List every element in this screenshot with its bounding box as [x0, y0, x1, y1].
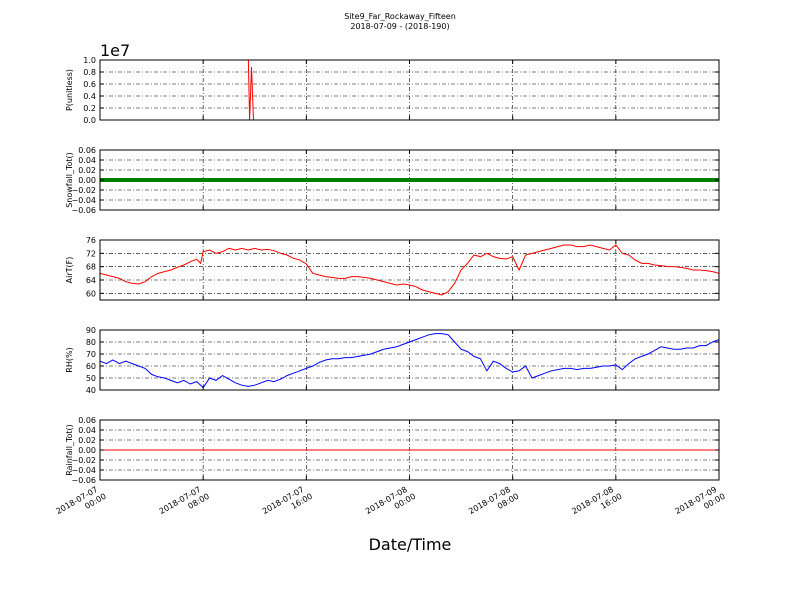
- panels: 0.00.20.40.60.81.0P(unitless)1e7−0.06−0.…: [54, 41, 726, 516]
- y-tick-label: 64: [86, 276, 96, 285]
- panel-3: 40 50 60 70 80 90 RH(%): [65, 326, 720, 395]
- y-tick-label: 70: [86, 350, 96, 359]
- chart-title-line2: 2018-07-09 - (2018-190): [350, 22, 449, 31]
- series-line-0: [100, 244, 719, 296]
- y-axis-label: P(unitless): [65, 69, 74, 111]
- y-tick-label: 40: [86, 386, 96, 395]
- panel-0: 0.0 0.2 0.4 0.6 0.8 1.0 P(unitless) 1e7: [65, 41, 720, 125]
- y-tick-label: −0.06: [71, 476, 96, 485]
- x-axis-label: Date/Time: [369, 535, 452, 554]
- y-tick-label: 72: [86, 249, 96, 258]
- y-tick-label: 0.0: [83, 116, 96, 125]
- y-tick-label: 80: [86, 338, 96, 347]
- y-tick-label: −0.04: [71, 196, 96, 205]
- y-axis-label: RH(%): [65, 347, 74, 372]
- panel-4: −0.06−0.04−0.020.000.020.040.06 Rainfall_…: [65, 416, 720, 485]
- y-tick-label: 0.02: [78, 166, 96, 175]
- panel-1: −0.06−0.04−0.020.000.020.040.06 Snowfall_…: [65, 146, 720, 215]
- y-tick-label: 0.8: [83, 68, 96, 77]
- series-line-0: [247, 60, 719, 120]
- y-tick-label: 68: [86, 263, 96, 272]
- y-tick-label: 0.04: [78, 156, 96, 165]
- y-tick-label: −0.04: [71, 466, 96, 475]
- y-tick-label: 0.00: [78, 446, 96, 455]
- y-axis-label: AirT(F): [65, 257, 74, 284]
- y-tick-label: 76: [86, 236, 96, 245]
- y-tick-label: 0.6: [83, 80, 96, 89]
- y-tick-label: 0.2: [83, 104, 96, 113]
- y-tick-label: 0.4: [83, 92, 96, 101]
- y-tick-label: 60: [86, 289, 96, 298]
- y-tick-label: 90: [86, 326, 96, 335]
- y-tick-label: 0.06: [78, 146, 96, 155]
- y-tick-label: 0.06: [78, 416, 96, 425]
- y-tick-label: 0.02: [78, 436, 96, 445]
- offset-text: 1e7: [100, 41, 130, 60]
- y-tick-label: −0.06: [71, 206, 96, 215]
- y-axis-label: Rainfall_Tot(): [65, 424, 74, 476]
- chart-title-line1: Site9_Far_Rockaway_Fifteen: [344, 12, 456, 21]
- y-tick-label: 60: [86, 362, 96, 371]
- y-tick-label: 0.04: [78, 426, 96, 435]
- y-tick-label: 50: [86, 374, 96, 383]
- y-tick-label: 0.00: [78, 176, 96, 185]
- y-axis-label: Snowfall_Tot(): [65, 152, 74, 208]
- y-tick-label: −0.02: [71, 456, 96, 465]
- y-tick-label: 1.0: [83, 56, 96, 65]
- y-tick-label: −0.02: [71, 186, 96, 195]
- panel-2: 60 64 68 72 76 AirT(F): [65, 236, 720, 301]
